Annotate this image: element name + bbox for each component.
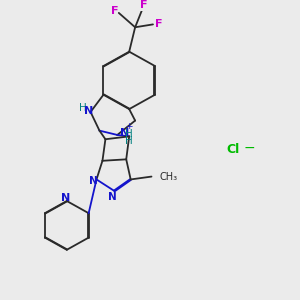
Text: H: H bbox=[125, 128, 133, 139]
Text: N: N bbox=[84, 106, 94, 116]
Text: −: − bbox=[244, 141, 255, 155]
Text: N: N bbox=[109, 192, 117, 202]
Text: Cl: Cl bbox=[226, 143, 240, 156]
Text: +: + bbox=[125, 122, 132, 131]
Text: F: F bbox=[111, 6, 118, 16]
Text: N: N bbox=[61, 193, 70, 203]
Text: H: H bbox=[79, 103, 87, 113]
Text: N: N bbox=[120, 128, 129, 138]
Text: N: N bbox=[88, 176, 97, 186]
Text: F: F bbox=[140, 0, 148, 10]
Text: CH₃: CH₃ bbox=[160, 172, 178, 182]
Text: F: F bbox=[155, 20, 163, 29]
Text: H: H bbox=[125, 136, 133, 146]
